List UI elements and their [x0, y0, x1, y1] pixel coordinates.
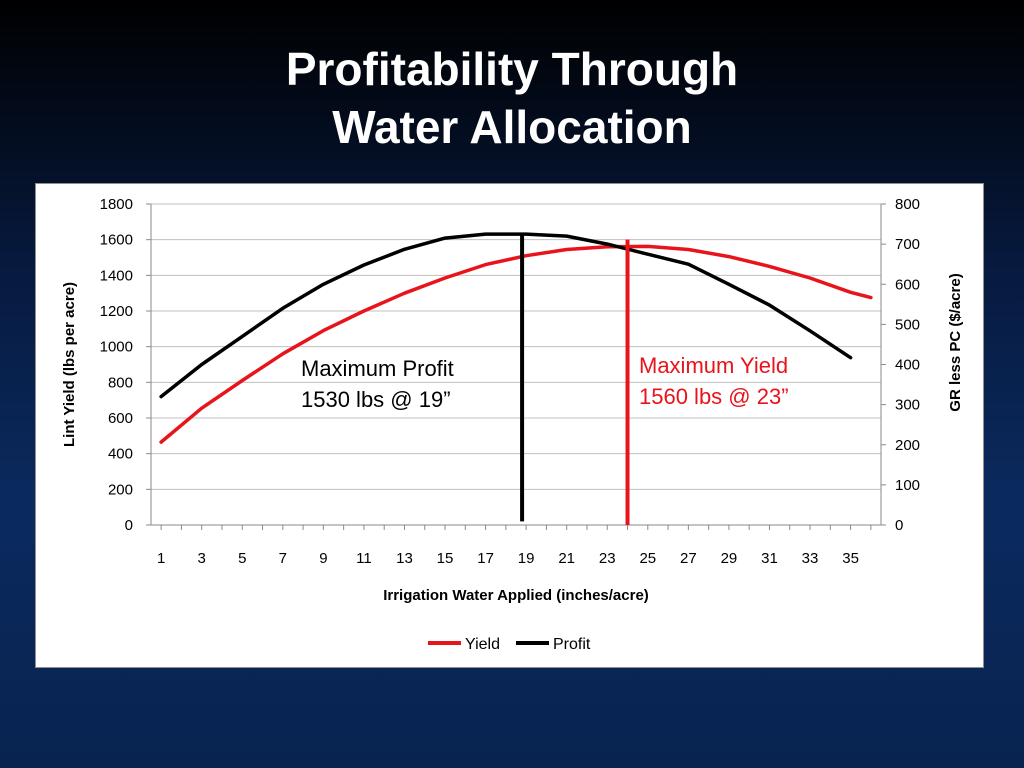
x-tick-label: 17	[477, 550, 494, 567]
x-tick-label: 11	[356, 550, 372, 567]
page-title-line-2: Water Allocation	[332, 101, 692, 153]
y-tick-label: 600	[108, 410, 133, 427]
x-tick-label: 23	[599, 550, 616, 567]
x-tick-label: 31	[761, 550, 778, 567]
x-tick-label: 1	[157, 550, 165, 567]
chart: 0200400600800100012001400160018000100200…	[61, 196, 964, 653]
y2-tick-label: 300	[895, 397, 920, 414]
y2-tick-label: 700	[895, 236, 920, 253]
y-tick-label: 1200	[100, 303, 133, 320]
max-yield-annotation-line-1: Maximum Yield	[639, 353, 788, 378]
y2-tick-label: 600	[895, 276, 920, 293]
y-tick-label: 1600	[100, 232, 133, 249]
y2-axis-title: GR less PC ($/acre)	[947, 273, 964, 411]
legend-label-yield: Yield	[465, 636, 500, 653]
y2-tick-label: 800	[895, 196, 920, 213]
series-line-profit	[159, 232, 853, 399]
y-tick-label: 800	[108, 374, 133, 391]
x-tick-label: 5	[238, 550, 246, 567]
max-profit-annotation-line-1: Maximum Profit	[301, 356, 454, 381]
x-tick-label: 3	[198, 550, 206, 567]
x-tick-label: 9	[319, 550, 327, 567]
y-tick-label: 0	[125, 517, 133, 534]
y2-tick-label: 400	[895, 357, 920, 374]
y-axis-title: Lint Yield (lbs per acre)	[61, 282, 78, 447]
y-tick-label: 400	[108, 446, 133, 463]
x-axis-title: Irrigation Water Applied (inches/acre)	[383, 587, 649, 604]
y-tick-label: 1800	[100, 196, 133, 213]
x-tick-label: 21	[558, 550, 575, 567]
max-profit-annotation-line-2: 1530 lbs @ 19”	[301, 387, 451, 412]
x-tick-label: 13	[396, 550, 413, 567]
y2-tick-label: 500	[895, 316, 920, 333]
legend-label-profit: Profit	[553, 636, 591, 653]
x-tick-label: 15	[437, 550, 454, 567]
y2-tick-label: 200	[895, 437, 920, 454]
chart-panel: 0 200 400 600 800 1000 1200 1400 1600 1800 0 100 200…	[35, 183, 984, 668]
x-tick-label: 35	[842, 550, 859, 567]
x-tick-label: 29	[721, 550, 738, 567]
y-tick-label: 200	[108, 481, 133, 498]
page-title: Profitability Through Water Allocation	[0, 40, 1024, 156]
x-tick-label: 27	[680, 550, 697, 567]
y-tick-label: 1000	[100, 339, 133, 356]
x-tick-label: 25	[639, 550, 656, 567]
y2-tick-label: 100	[895, 477, 920, 494]
y2-tick-label: 0	[895, 517, 903, 534]
page-title-line-1: Profitability Through	[285, 43, 739, 95]
x-tick-label: 19	[518, 550, 535, 567]
max-yield-annotation-line-2: 1560 lbs @ 23”	[639, 384, 789, 409]
x-tick-label: 7	[279, 550, 287, 567]
x-tick-label: 33	[802, 550, 819, 567]
y-tick-label: 1400	[100, 267, 133, 284]
